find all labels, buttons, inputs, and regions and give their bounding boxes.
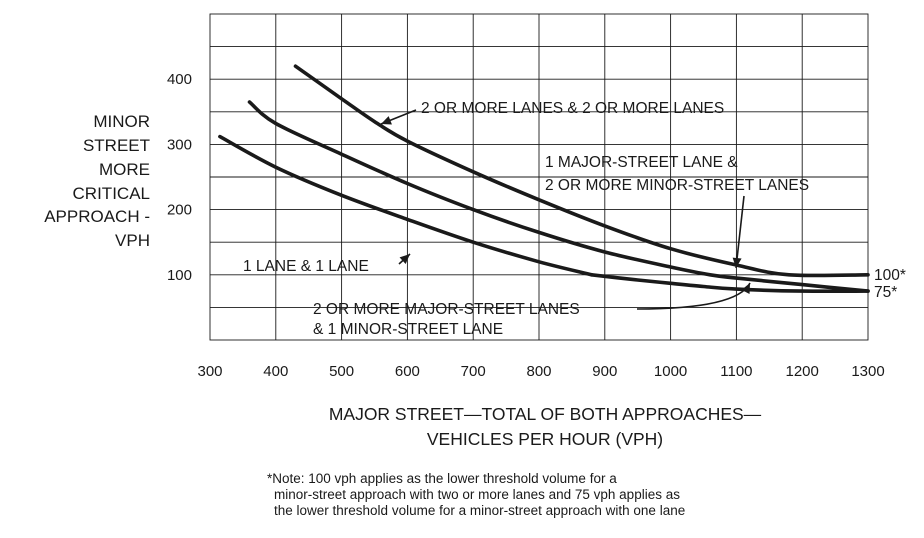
x-axis-label-line-2: VEHICLES PER HOUR (VPH) bbox=[427, 429, 663, 449]
x-tick-label-300: 300 bbox=[197, 363, 222, 380]
curve-1-major-2-minor bbox=[247, 100, 870, 293]
y-axis-label-line-2: STREET bbox=[83, 136, 150, 155]
leader-1-major-2-minor bbox=[735, 195, 745, 269]
x-tick-label-700: 700 bbox=[461, 363, 486, 380]
annotation-2-major-1-minor-line-1: 2 OR MORE MAJOR-STREET LANES bbox=[313, 301, 580, 318]
x-tick-label-400: 400 bbox=[263, 363, 288, 380]
x-tick-label-900: 900 bbox=[592, 363, 617, 380]
y-tick-label-100: 100 bbox=[167, 267, 192, 284]
x-tick-label-800: 800 bbox=[526, 363, 551, 380]
x-tick-label-1200: 1200 bbox=[786, 363, 819, 380]
threshold-label-75: 75* bbox=[874, 284, 897, 301]
axis-ticks: 300 400 500 600 700 800 900 1000 1100 1200 1300 100… bbox=[167, 71, 885, 380]
x-tick-label-1300: 1300 bbox=[851, 363, 884, 380]
x-tick-label-500: 500 bbox=[329, 363, 354, 380]
x-axis-label-line-1: MAJOR STREET—TOTAL OF BOTH APPROACHES— bbox=[329, 404, 762, 424]
footnote-line-3: the lower threshold volume for a minor-s… bbox=[274, 503, 685, 518]
y-tick-label-300: 300 bbox=[167, 136, 192, 153]
annotation-1-major-2-minor-line-1: 1 MAJOR-STREET LANE & bbox=[545, 154, 738, 171]
y-tick-label-400: 400 bbox=[167, 71, 192, 88]
footnote-line-1: *Note: 100 vph applies as the lower thre… bbox=[267, 471, 617, 486]
y-axis-label-line-6: VPH bbox=[115, 231, 150, 250]
annotation-2-major-1-minor-line-2: & 1 MINOR-STREET LANE bbox=[313, 321, 503, 338]
y-tick-label-200: 200 bbox=[167, 202, 192, 219]
x-tick-label-1000: 1000 bbox=[654, 363, 687, 380]
curve-1-lane-1-lane bbox=[218, 134, 594, 277]
annotation-leaders bbox=[380, 109, 751, 310]
curve-2-lanes-2-lanes bbox=[293, 64, 870, 278]
leader-2-major-1-minor-arrowhead bbox=[741, 283, 750, 294]
curve-2-major-1-minor bbox=[589, 273, 870, 294]
annotation-1-major-2-minor-line-2: 2 OR MORE MINOR-STREET LANES bbox=[545, 177, 809, 194]
leader-2-lanes-2-lanes-arrowhead bbox=[381, 116, 392, 125]
footnote-line-2: minor-street approach with two or more l… bbox=[274, 487, 680, 502]
y-axis-label-line-3: MORE bbox=[99, 160, 150, 179]
y-axis-label-line-1: MINOR bbox=[93, 112, 150, 131]
leader-1-lane-1-lane-arrowhead bbox=[399, 254, 410, 265]
x-tick-label-600: 600 bbox=[395, 363, 420, 380]
threshold-label-100: 100* bbox=[874, 267, 906, 284]
y-axis-label-line-4: CRITICAL bbox=[73, 184, 150, 203]
x-tick-label-1100: 1100 bbox=[720, 363, 752, 380]
y-axis-label-line-5: APPROACH - bbox=[44, 207, 150, 226]
annotation-2-lanes-2-lanes: 2 OR MORE LANES & 2 OR MORE LANES bbox=[421, 100, 724, 117]
annotation-1-lane-1-lane: 1 LANE & 1 LANE bbox=[243, 258, 369, 275]
curves bbox=[218, 64, 870, 294]
leader-1-major-2-minor-arrowhead bbox=[732, 257, 742, 268]
